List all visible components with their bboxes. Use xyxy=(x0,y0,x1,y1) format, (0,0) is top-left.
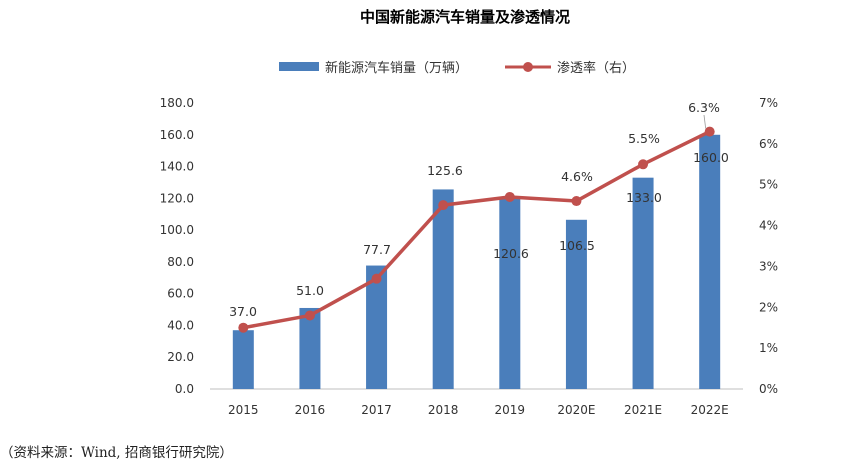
bar xyxy=(366,265,388,389)
bar-value-label: 125.6 xyxy=(427,163,463,178)
bar-value-label: 37.0 xyxy=(229,304,257,319)
source-note: （资料来源：Wind, 招商银行研究院） xyxy=(0,445,233,461)
line-point xyxy=(438,200,449,211)
bar-value-label: 120.6 xyxy=(493,246,529,261)
bar-data-labels: 37.0 51.0 77.7 125.6 120.6 106.5 133.0 160.0 xyxy=(229,150,729,319)
left-y-tick-label: 100.0 xyxy=(160,223,194,237)
line-value-label: 6.3% xyxy=(688,100,720,115)
left-y-tick-label: 0.0 xyxy=(175,382,194,396)
right-y-tick-label: 5% xyxy=(759,178,778,192)
line-point xyxy=(304,310,315,321)
right-y-tick-label: 2% xyxy=(759,300,778,314)
bar xyxy=(632,177,654,389)
legend-line-label: 渗透率（右） xyxy=(557,60,635,76)
bar-value-label: 106.5 xyxy=(559,238,595,253)
line-point xyxy=(638,159,649,170)
bar-series xyxy=(232,134,721,389)
left-y-tick-label: 20.0 xyxy=(167,350,194,364)
bar-value-label: 51.0 xyxy=(296,283,324,298)
right-y-tick-label: 4% xyxy=(759,219,778,233)
x-tick-label: 2015 xyxy=(228,403,259,417)
line-series xyxy=(238,126,715,333)
right-y-tick-label: 3% xyxy=(759,259,778,273)
left-y-tick-label: 140.0 xyxy=(160,160,194,174)
left-y-tick-label: 180.0 xyxy=(160,96,194,110)
x-tick-label: 2019 xyxy=(495,403,526,417)
right-y-tick-label: 7% xyxy=(759,96,778,110)
line-value-label: 4.6% xyxy=(561,169,593,184)
bar xyxy=(299,307,321,389)
legend-bar-label: 新能源汽车销量（万辆） xyxy=(325,60,468,76)
line-point xyxy=(571,196,582,207)
bar xyxy=(432,189,454,389)
left-y-tick-label: 40.0 xyxy=(167,318,194,332)
right-y-axis: 0% 1% 2% 3% 4% 5% 6% 7% xyxy=(759,96,778,396)
left-y-tick-label: 80.0 xyxy=(167,255,194,269)
x-tick-label: 2022E xyxy=(691,403,729,417)
line-point xyxy=(504,191,515,202)
x-tick-label: 2017 xyxy=(361,403,392,417)
legend-line-marker xyxy=(523,62,533,72)
x-tick-label: 2020E xyxy=(557,403,595,417)
line-point xyxy=(238,322,249,333)
right-y-tick-label: 0% xyxy=(759,382,778,396)
bar xyxy=(699,134,721,389)
left-y-tick-label: 120.0 xyxy=(160,191,194,205)
legend-bar-swatch xyxy=(279,62,319,71)
legend: 新能源汽车销量（万辆） 渗透率（右） xyxy=(279,60,635,76)
bar-value-label: 77.7 xyxy=(363,242,391,257)
right-y-tick-label: 6% xyxy=(759,137,778,151)
bar xyxy=(499,197,521,389)
chart: 中国新能源汽车销量及渗透情况 新能源汽车销量（万辆） 渗透率（右） 0.0 20.… xyxy=(160,8,778,417)
left-y-tick-label: 60.0 xyxy=(167,287,194,301)
x-tick-label: 2016 xyxy=(295,403,326,417)
right-y-tick-label: 1% xyxy=(759,341,778,355)
x-tick-label: 2021E xyxy=(624,403,662,417)
x-tick-label: 2018 xyxy=(428,403,459,417)
bar-value-label: 160.0 xyxy=(693,150,729,165)
bar xyxy=(565,219,587,389)
bar-value-label: 133.0 xyxy=(626,190,662,205)
bar xyxy=(232,330,254,389)
line-point xyxy=(704,126,715,137)
line-value-label: 5.5% xyxy=(628,131,660,146)
penetration-line xyxy=(242,130,711,330)
left-y-tick-label: 160.0 xyxy=(160,128,194,142)
label-leader-line xyxy=(703,114,707,129)
line-point xyxy=(371,273,382,284)
x-axis: 2015 2016 2017 2018 2019 2020E 2021E 2022E xyxy=(228,403,729,417)
chart-title: 中国新能源汽车销量及渗透情况 xyxy=(360,8,570,26)
line-data-labels: 4.6% 5.5% 6.3% xyxy=(561,100,720,184)
left-y-axis: 0.0 20.0 40.0 60.0 80.0 100.0 120.0 140.0 160.0 1… xyxy=(160,96,194,396)
